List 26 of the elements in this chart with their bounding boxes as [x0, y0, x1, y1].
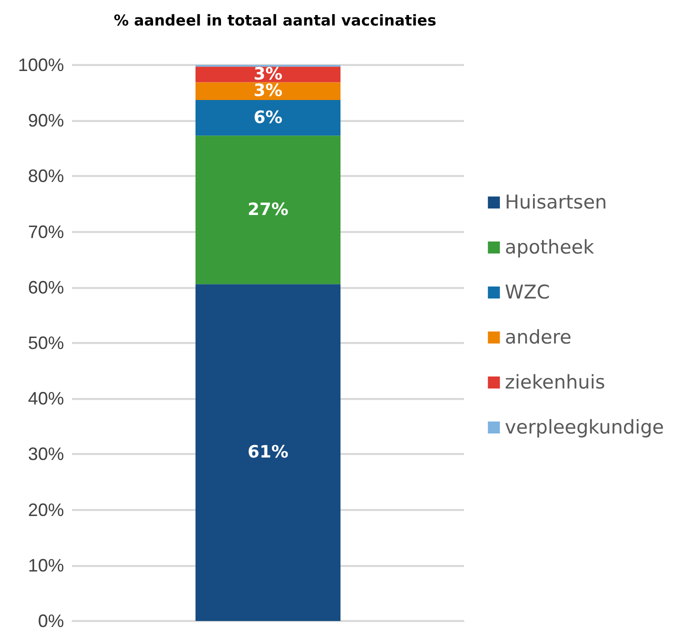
y-tick-label: 10% — [28, 555, 64, 576]
legend-label: WZC — [504, 282, 550, 304]
y-tick-label: 40% — [28, 388, 64, 409]
data-label: 27% — [248, 200, 288, 220]
bar — [196, 284, 340, 621]
legend-label: Huisartsen — [504, 192, 607, 214]
bar — [196, 82, 340, 100]
y-tick-label: 50% — [28, 333, 64, 353]
y-tick-label: 80% — [28, 166, 64, 186]
data-label: 61% — [248, 442, 288, 463]
bar — [196, 100, 340, 136]
y-tick-label: 0% — [38, 611, 64, 630]
legend-label: ziekenhuis — [504, 372, 606, 394]
chart-title: % aandeel in totaal aantal vaccinaties — [114, 12, 436, 30]
legend-label: apotheek — [504, 236, 594, 258]
y-tick-label: 70% — [28, 222, 64, 242]
legend-label: verpleegkundige — [504, 416, 664, 438]
y-tick-label: 30% — [28, 444, 64, 464]
y-tick-label: 20% — [28, 500, 64, 520]
legend-label: andere — [504, 326, 572, 348]
y-tick-label: 100% — [18, 55, 64, 75]
y-tick-label: 90% — [28, 110, 64, 131]
bar — [196, 136, 340, 284]
data-label: 6% — [254, 108, 282, 128]
y-tick-label: 60% — [28, 277, 64, 298]
bar — [196, 66, 340, 82]
